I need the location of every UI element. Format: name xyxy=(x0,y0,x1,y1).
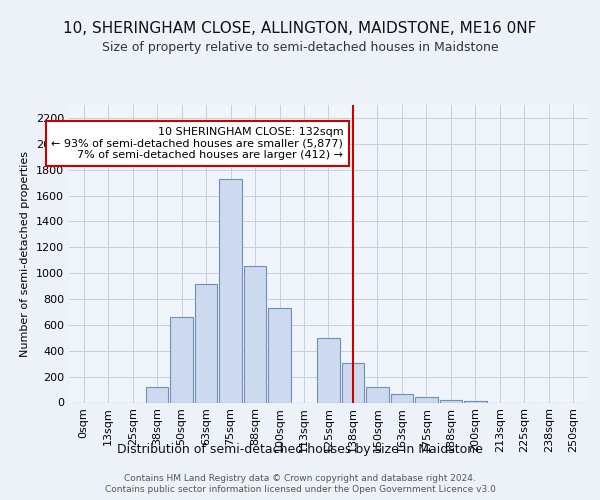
Text: Size of property relative to semi-detached houses in Maidstone: Size of property relative to semi-detach… xyxy=(101,41,499,54)
Bar xyxy=(195,284,217,403)
Bar xyxy=(220,178,242,402)
Bar xyxy=(170,317,193,402)
Bar xyxy=(391,394,413,402)
Bar xyxy=(146,387,169,402)
Bar xyxy=(244,266,266,402)
Y-axis label: Number of semi-detached properties: Number of semi-detached properties xyxy=(20,151,31,357)
Text: Contains HM Land Registry data © Crown copyright and database right 2024.: Contains HM Land Registry data © Crown c… xyxy=(124,474,476,483)
Text: 10, SHERINGHAM CLOSE, ALLINGTON, MAIDSTONE, ME16 0NF: 10, SHERINGHAM CLOSE, ALLINGTON, MAIDSTO… xyxy=(64,21,536,36)
Text: Distribution of semi-detached houses by size in Maidstone: Distribution of semi-detached houses by … xyxy=(117,442,483,456)
Bar xyxy=(268,308,291,402)
Bar xyxy=(440,400,462,402)
Bar xyxy=(464,401,487,402)
Text: 10 SHERINGHAM CLOSE: 132sqm
← 93% of semi-detached houses are smaller (5,877)
7%: 10 SHERINGHAM CLOSE: 132sqm ← 93% of sem… xyxy=(52,127,343,160)
Bar xyxy=(317,338,340,402)
Bar xyxy=(415,398,437,402)
Text: Contains public sector information licensed under the Open Government Licence v3: Contains public sector information licen… xyxy=(104,485,496,494)
Bar xyxy=(366,387,389,402)
Bar xyxy=(342,363,364,403)
